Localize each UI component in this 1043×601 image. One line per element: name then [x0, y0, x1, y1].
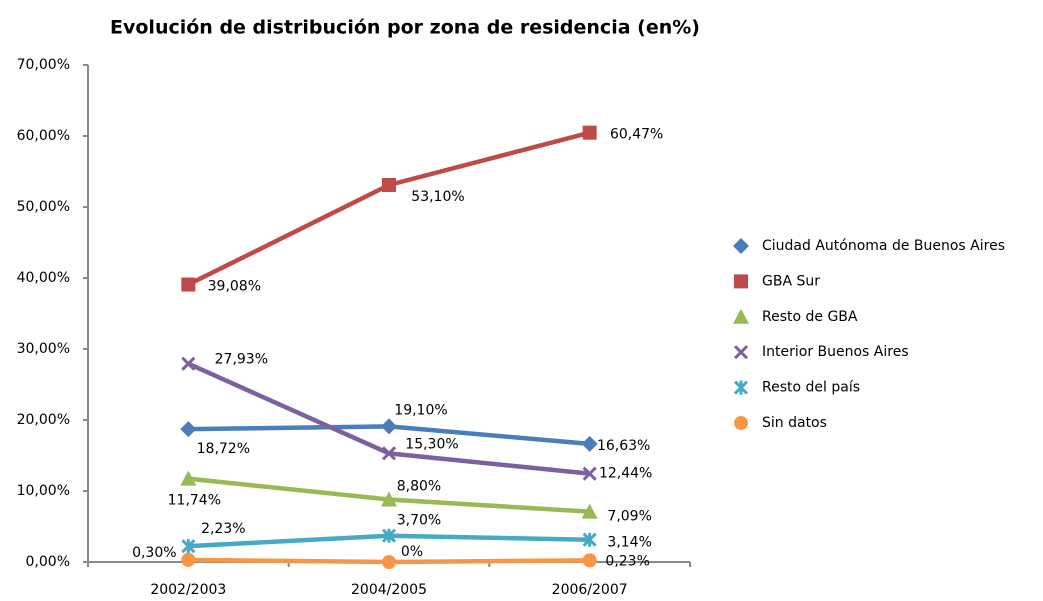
marker — [181, 356, 196, 371]
marker — [582, 466, 597, 481]
y-tick-label: 40,00% — [17, 270, 70, 286]
y-tick-label: 0,00% — [26, 554, 70, 570]
marker — [382, 555, 396, 569]
data-label: 60,47% — [610, 127, 663, 143]
x-tick-label: 2004/2005 — [351, 582, 427, 598]
series-line — [187, 130, 591, 287]
data-label: 19,10% — [394, 402, 447, 418]
marker — [180, 470, 197, 486]
y-tick-label: 20,00% — [17, 412, 70, 428]
data-label: 7,09% — [607, 509, 651, 525]
data-label: 0,23% — [605, 553, 649, 569]
data-label: 12,44% — [599, 466, 652, 482]
legend-label: Ciudad Autónoma de Buenos Aires — [762, 238, 1005, 254]
marker — [733, 308, 749, 324]
data-label: 11,74% — [168, 493, 221, 509]
legend-label: GBA Sur — [762, 273, 820, 289]
marker — [180, 421, 197, 438]
legend-label: Resto del país — [762, 380, 860, 396]
marker — [181, 552, 196, 567]
marker — [582, 532, 597, 547]
y-tick-label: 30,00% — [17, 341, 70, 357]
data-label: 3,14% — [607, 535, 651, 551]
marker — [381, 446, 397, 461]
marker — [582, 553, 597, 568]
data-label: 2,23% — [201, 521, 245, 537]
legend-label: Sin datos — [762, 415, 827, 431]
marker — [733, 380, 749, 395]
legend-entry: Sin datos — [734, 415, 827, 431]
marker — [181, 277, 196, 292]
marker — [581, 435, 598, 452]
x-tick-label: 2006/2007 — [552, 582, 628, 598]
legend-label: Resto de GBA — [762, 309, 858, 325]
y-tick-label: 70,00% — [17, 57, 70, 73]
legend-entry: Interior Buenos Aires — [733, 344, 909, 360]
data-label: 15,30% — [405, 436, 458, 452]
data-label: 39,08% — [208, 279, 261, 295]
data-label: 0% — [401, 544, 423, 560]
marker — [733, 345, 749, 360]
x-tick-label: 2002/2003 — [150, 582, 226, 598]
y-tick-label: 10,00% — [17, 483, 70, 499]
legend-entry: GBA Sur — [734, 273, 820, 289]
marker — [734, 274, 748, 289]
legend-entry: Ciudad Autónoma de Buenos Aires — [733, 238, 1005, 254]
marker — [733, 238, 749, 254]
data-label: 53,10% — [411, 189, 464, 205]
data-label: 27,93% — [215, 352, 268, 368]
marker — [581, 503, 598, 519]
legend-entry: Resto de GBA — [733, 308, 858, 325]
marker — [382, 177, 396, 192]
marker — [381, 418, 397, 435]
marker — [381, 491, 397, 507]
marker — [181, 539, 196, 554]
data-label: 18,72% — [197, 441, 250, 457]
data-label: 3,70% — [397, 513, 441, 529]
marker — [582, 125, 597, 140]
data-label: 8,80% — [397, 479, 441, 495]
legend-label: Interior Buenos Aires — [762, 344, 909, 360]
chart-title: Evolución de distribución por zona de re… — [110, 17, 700, 39]
legend-entry: Resto del país — [733, 380, 860, 396]
data-label: 0,30% — [132, 545, 176, 561]
marker — [734, 416, 748, 430]
y-tick-label: 50,00% — [17, 199, 70, 215]
data-label: 16,63% — [597, 438, 650, 454]
marker — [381, 528, 397, 543]
y-tick-label: 60,00% — [17, 128, 70, 144]
